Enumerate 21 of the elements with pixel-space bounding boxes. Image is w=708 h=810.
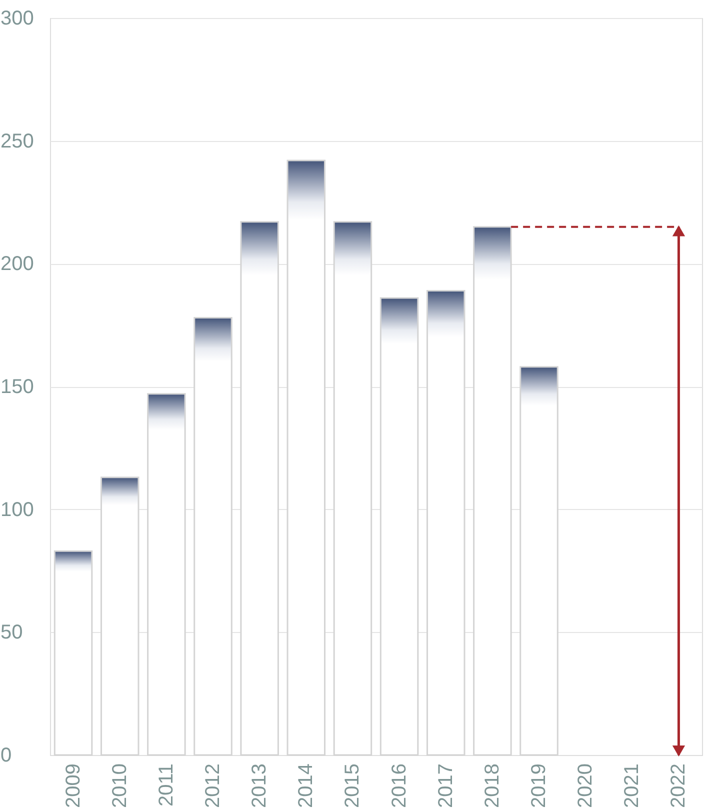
y-tick-label: 250: [0, 130, 34, 152]
x-tick-label: 2016: [388, 764, 410, 808]
x-tick-label: 2013: [248, 764, 271, 808]
x-tick-label: 2009: [62, 764, 84, 808]
x-tick-label: 2010: [108, 764, 131, 808]
x-tick-label: 2011: [155, 764, 178, 807]
x-tick-label: 2020: [574, 764, 597, 808]
x-tick-label: 2022: [668, 764, 690, 808]
x-tick-label: 2017: [434, 764, 457, 808]
y-tick-label: 150: [0, 376, 34, 398]
y-tick-label: 100: [0, 498, 34, 521]
x-tick-label: 2012: [202, 764, 224, 808]
x-tick-label: 2015: [342, 764, 364, 808]
x-tick-label: 2018: [481, 764, 504, 808]
x-tick-label: 2021: [621, 764, 644, 808]
y-tick-label: 200: [0, 253, 34, 276]
y-tick-label: 50: [0, 622, 23, 644]
y-tick-label: 0: [0, 744, 12, 766]
x-tick-label: 2014: [295, 764, 318, 808]
y-tick-label: 300: [0, 8, 34, 30]
x-tick-label: 2019: [528, 764, 550, 808]
